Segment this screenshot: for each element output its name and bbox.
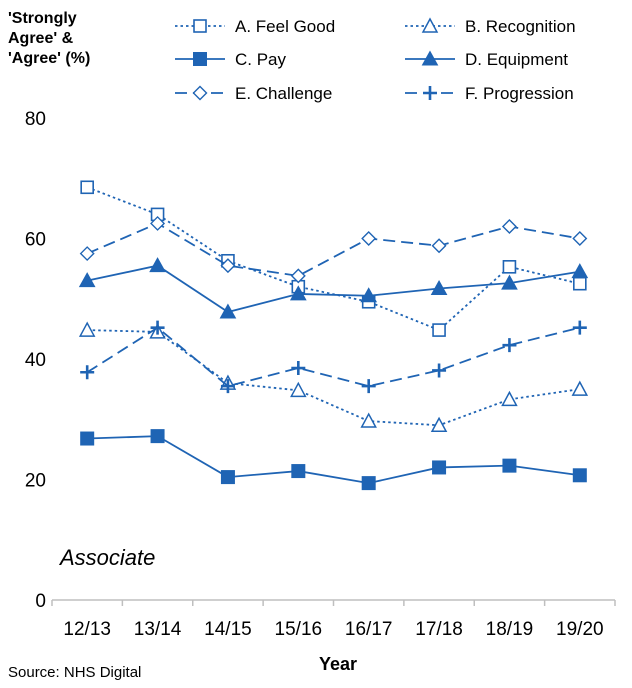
legend-label: D. Equipment <box>465 50 568 69</box>
data-point <box>430 416 448 433</box>
legend-entry: F. Progression <box>405 84 574 103</box>
data-point <box>502 260 517 274</box>
series-line <box>86 264 580 313</box>
x-tick-label: 15/16 <box>275 619 323 640</box>
data-point <box>150 215 166 231</box>
legend-marker <box>423 86 437 100</box>
legend-label: B. Recognition <box>465 17 576 36</box>
data-point <box>502 458 517 473</box>
x-tick-label: 13/14 <box>134 619 182 640</box>
legend-entry: D. Equipment <box>405 50 568 69</box>
data-point <box>501 274 518 290</box>
legend-entry: C. Pay <box>175 50 287 69</box>
legend-label: A. Feel Good <box>235 17 335 36</box>
data-point <box>360 412 377 428</box>
data-point <box>78 321 96 337</box>
data-point <box>573 276 587 291</box>
data-point <box>571 263 589 279</box>
data-point <box>220 258 236 274</box>
data-point <box>572 320 587 335</box>
data-point <box>431 238 447 254</box>
series-6 <box>80 320 587 394</box>
series-line <box>87 329 580 427</box>
y-axis-label-line-3: 'Agree' (%) <box>8 50 90 67</box>
legend-marker <box>192 85 208 101</box>
y-tick-label: 40 <box>25 350 46 371</box>
data-point <box>571 380 589 396</box>
x-tick-label: 12/13 <box>63 619 111 640</box>
legend-marker <box>193 19 207 33</box>
series-5 <box>79 215 588 284</box>
x-tick-label: 19/20 <box>556 619 604 640</box>
series-layer <box>78 180 589 491</box>
data-point <box>289 285 307 301</box>
series-3 <box>80 429 587 491</box>
data-point <box>432 363 447 378</box>
y-axis-label: 'Strongly Agree' & 'Agree' (%) <box>8 10 90 67</box>
series-line <box>86 326 581 388</box>
series-line <box>86 222 580 277</box>
data-point <box>220 470 235 485</box>
data-point <box>572 468 587 483</box>
data-point <box>501 218 517 234</box>
data-point <box>291 361 306 376</box>
y-tick-label: 0 <box>35 591 46 612</box>
data-point <box>290 381 307 398</box>
legend-entry: E. Challenge <box>175 84 332 103</box>
chart-annotation: Associate <box>58 545 155 570</box>
y-axis-label-line-2: Agree' & <box>8 30 74 47</box>
data-point <box>432 460 447 475</box>
y-tick-label: 80 <box>25 109 46 130</box>
legend-label: E. Challenge <box>235 84 332 103</box>
data-point <box>502 338 517 353</box>
legend-entry: B. Recognition <box>405 17 576 36</box>
data-point <box>501 390 518 407</box>
legend: A. Feel Good B. Recognition C. Pay D. Equip… <box>175 17 576 103</box>
legend-marker <box>421 50 439 66</box>
data-point <box>150 320 165 335</box>
data-point <box>219 303 237 319</box>
data-point <box>79 246 95 262</box>
data-point <box>290 268 306 284</box>
data-point <box>78 272 96 288</box>
series-2 <box>78 321 589 433</box>
data-point <box>360 287 378 303</box>
y-axis-label-line-1: 'Strongly <box>8 10 77 27</box>
data-point <box>149 257 166 273</box>
x-tick-label: 16/17 <box>345 619 393 640</box>
data-point <box>150 429 165 444</box>
data-point <box>291 464 306 479</box>
x-axis-ticks: 12/13 13/14 14/15 15/16 16/17 17/18 18/19 19/20 <box>51 600 616 640</box>
legend-label: F. Progression <box>465 84 574 103</box>
data-point <box>361 476 376 491</box>
data-point <box>80 365 95 380</box>
data-point <box>432 323 446 337</box>
legend-label: C. Pay <box>235 50 287 69</box>
data-point <box>361 231 377 246</box>
data-point <box>80 180 94 195</box>
series-line <box>87 435 580 485</box>
x-tick-label: 14/15 <box>204 619 252 640</box>
data-point <box>80 431 95 446</box>
y-tick-label: 20 <box>25 471 46 492</box>
data-point <box>572 231 588 246</box>
legend-marker <box>193 52 207 66</box>
series-4 <box>78 257 589 319</box>
data-point <box>430 279 448 296</box>
x-axis-label: Year <box>319 654 357 674</box>
x-tick-label: 18/19 <box>486 619 534 640</box>
legend-marker <box>421 17 439 33</box>
legend-entry: A. Feel Good <box>175 17 335 36</box>
x-tick-label: 17/18 <box>415 619 463 640</box>
source-note: Source: NHS Digital <box>8 664 141 681</box>
data-point <box>361 379 376 394</box>
y-tick-labels: 0 20 40 60 80 <box>25 109 46 612</box>
y-tick-label: 60 <box>25 230 46 251</box>
data-point <box>220 379 235 394</box>
